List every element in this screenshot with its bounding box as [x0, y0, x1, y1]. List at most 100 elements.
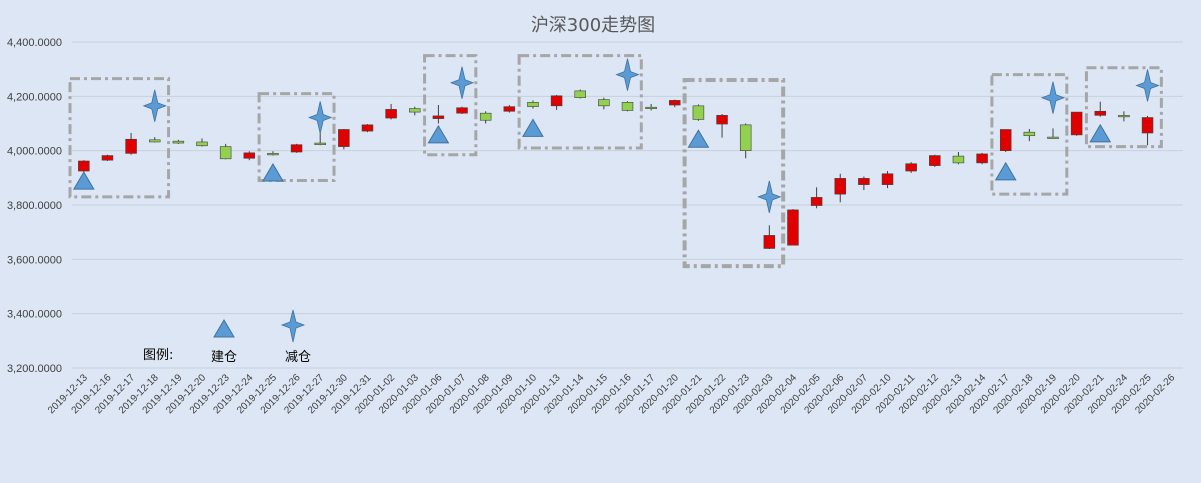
candle-body: [905, 163, 917, 172]
candle: [290, 143, 303, 153]
candle-body: [385, 109, 397, 119]
highlight-box: [423, 54, 478, 157]
y-tick-label: 3,200.0000: [7, 363, 62, 375]
candle: [385, 103, 397, 120]
build-marker-triangle: [262, 162, 284, 182]
candle-body: [739, 124, 752, 151]
y-tick-label: 3,400.0000: [7, 309, 62, 321]
candle: [574, 89, 586, 99]
candle-body: [834, 178, 846, 195]
build-marker-triangle: [522, 118, 544, 137]
candle: [432, 105, 445, 124]
chart-title: 沪深300走势图: [531, 15, 655, 36]
candle: [763, 225, 776, 250]
candle: [479, 111, 492, 124]
candle-body: [929, 155, 941, 166]
candle: [999, 129, 1012, 153]
candle: [125, 133, 137, 155]
build-marker-triangle: [687, 129, 710, 148]
highlight-box: [257, 92, 336, 183]
build-marker-triangle: [427, 124, 450, 144]
legend: 图例: 建仓 减仓: [143, 309, 311, 365]
candle-body: [503, 106, 516, 112]
build-marker-triangle: [72, 171, 95, 190]
reduce-marker-star: [449, 66, 475, 99]
build-marker-triangle: [1089, 123, 1112, 143]
candle: [243, 151, 256, 161]
candle: [929, 154, 941, 167]
candle-body: [148, 139, 161, 143]
legend-build-label: 建仓: [211, 350, 237, 365]
reduce-marker-star: [1135, 69, 1160, 102]
y-axis: 3,200.0000 3,400.0000 3,600.0000 3,800.0000…: [7, 37, 62, 375]
candle-body: [314, 142, 326, 145]
highlight-box: [68, 77, 171, 199]
candle: [1023, 128, 1036, 142]
candle: [905, 162, 917, 173]
candle-body: [574, 90, 586, 98]
candle: [78, 160, 90, 172]
candle-body: [290, 144, 303, 153]
candle: [196, 138, 208, 147]
candle: [881, 171, 894, 189]
candle: [598, 97, 610, 110]
highlight-box: [517, 54, 643, 150]
candle-body: [858, 178, 870, 185]
y-tick-label: 4,400.0000: [7, 37, 62, 49]
candle: [267, 151, 279, 156]
x-axis: 2019-12-132019-12-162019-12-172019-12-18…: [46, 372, 1178, 416]
candle: [172, 139, 185, 144]
highlight-boxes: [68, 54, 1163, 269]
candle: [1070, 111, 1083, 136]
candle-body: [952, 155, 965, 164]
candle: [338, 128, 350, 150]
candle-body: [125, 138, 137, 154]
candle: [952, 152, 965, 165]
candle: [810, 187, 823, 209]
candle-body: [1047, 136, 1059, 139]
candle: [219, 143, 232, 160]
candle: [692, 104, 705, 121]
candle-body: [881, 173, 894, 185]
reduce-marker-star: [615, 58, 640, 91]
candle-body: [1070, 111, 1083, 136]
legend-build-triangle-icon: [213, 319, 235, 338]
candle: [456, 106, 468, 114]
candle-body: [361, 124, 374, 132]
position-markers: [72, 58, 1160, 213]
reduce-marker-star: [757, 180, 782, 213]
y-tick-label: 4,200.0000: [7, 91, 62, 103]
candle: [716, 113, 728, 138]
candle-body: [219, 146, 232, 160]
candle: [409, 106, 421, 116]
candle-body: [456, 107, 468, 114]
y-tick-label: 3,800.0000: [7, 200, 62, 212]
candle-body: [172, 140, 185, 144]
candle-body: [692, 105, 705, 120]
candle-body: [716, 115, 728, 125]
reduce-marker-star: [1040, 81, 1066, 114]
candle-body: [409, 108, 421, 113]
highlight-box: [682, 78, 786, 269]
candle: [976, 152, 988, 165]
legend-title: 图例:: [143, 348, 173, 363]
candle: [858, 176, 870, 191]
candle: [503, 105, 516, 113]
candle-body: [763, 235, 776, 249]
candle-body: [1141, 117, 1154, 134]
candle-body: [621, 102, 634, 111]
legend-reduce-star-icon: [280, 309, 306, 343]
candles: [78, 89, 1154, 250]
candle-body: [598, 99, 610, 107]
candle-body: [550, 95, 563, 107]
candle-body: [432, 115, 445, 119]
candle-body: [78, 160, 90, 172]
candle: [101, 154, 114, 161]
candle: [314, 133, 326, 146]
candle: [621, 101, 634, 112]
candle-body: [669, 100, 681, 106]
candle: [1118, 111, 1130, 122]
candle: [527, 100, 539, 109]
